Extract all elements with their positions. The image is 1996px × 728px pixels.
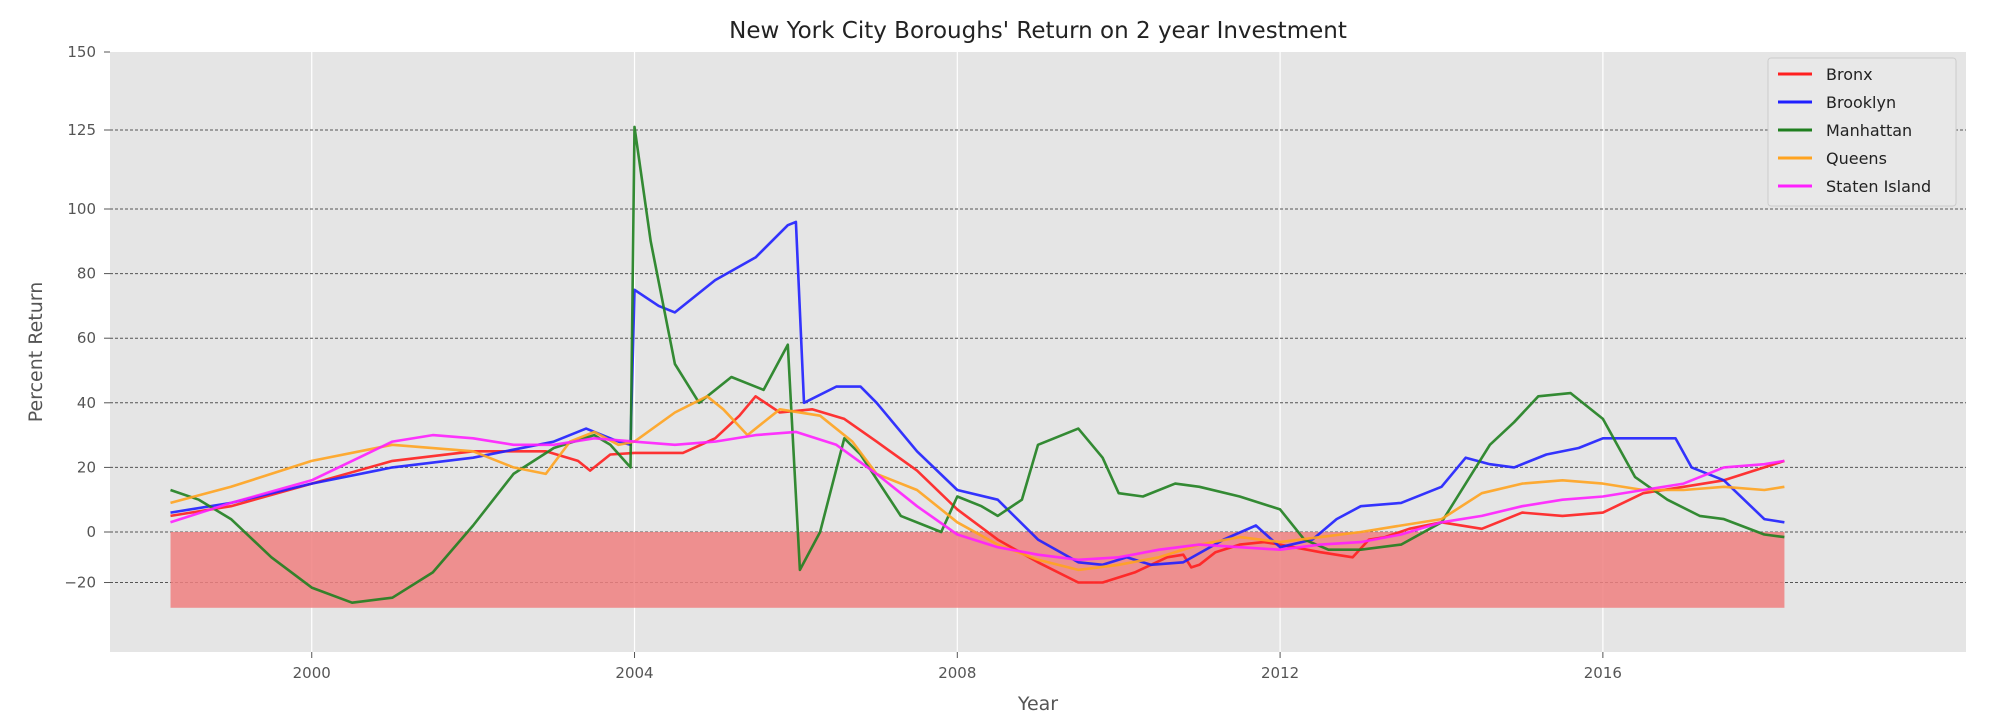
y-tick-label: 100 xyxy=(67,200,96,218)
x-tick-label: 2000 xyxy=(293,664,331,682)
y-tick-label: 125 xyxy=(67,121,96,139)
legend-items: Bronx Brooklyn Manhattan Queens Staten Islan… xyxy=(1778,65,1931,196)
y-tick-label: 60 xyxy=(77,329,96,347)
x-axis-title: Year xyxy=(1017,693,1058,715)
legend-label: Staten Island xyxy=(1826,177,1931,196)
chart-title: New York City Boroughs' Return on 2 year… xyxy=(729,18,1347,44)
y-tick-label: −20 xyxy=(64,574,96,592)
y-tick-label: 0 xyxy=(86,523,96,541)
series-line xyxy=(170,395,1785,584)
legend: Bronx Brooklyn Manhattan Queens Staten Islan… xyxy=(1767,57,1957,207)
series-line xyxy=(170,125,1785,604)
series-line xyxy=(170,395,1785,572)
y-tick-label: 150 xyxy=(67,43,96,61)
legend-box xyxy=(1767,57,1957,207)
x-tick-label: 2012 xyxy=(1261,664,1299,682)
legend-label: Manhattan xyxy=(1826,121,1912,140)
x-tick-label: 2016 xyxy=(1584,664,1622,682)
shaded-band-layer xyxy=(170,532,1785,608)
x-tick-label: 2004 xyxy=(615,664,653,682)
y-tick-label: 20 xyxy=(77,458,96,476)
y-tick-label: 80 xyxy=(77,265,96,283)
y-tick-label: 40 xyxy=(77,394,96,412)
series-line xyxy=(170,430,1785,562)
legend-label: Queens xyxy=(1826,149,1887,168)
tick-layer: 2000 2004 2008 2012 2016 150 125 100 80 60 40 20 0 −2… xyxy=(64,43,1622,682)
legend-label: Bronx xyxy=(1826,65,1873,84)
legend-label: Brooklyn xyxy=(1826,93,1896,112)
x-tick-label: 2008 xyxy=(938,664,976,682)
series-layer xyxy=(170,125,1785,604)
y-axis-title: Percent Return xyxy=(25,282,47,423)
shaded-band xyxy=(170,532,1785,608)
